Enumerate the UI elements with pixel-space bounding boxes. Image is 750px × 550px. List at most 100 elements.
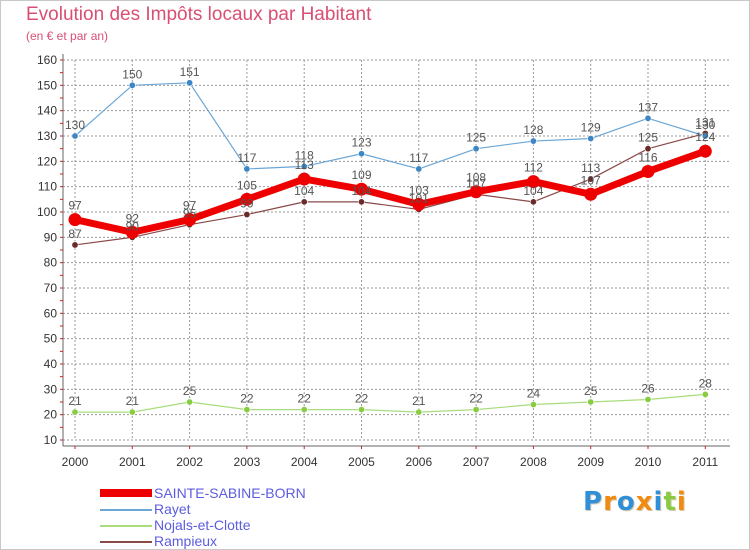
data-label-rayet-2009: 129 [581, 121, 601, 135]
data-point-rayet-2005 [357, 150, 365, 158]
data-point-rayet-2004 [300, 162, 308, 170]
y-tick-label-130: 130 [37, 129, 57, 143]
data-point-rampieux-2000 [71, 241, 79, 249]
x-tick-label-2008: 2008 [520, 455, 547, 469]
series-lines [68, 79, 712, 416]
y-tick-label-90: 90 [44, 230, 58, 244]
data-point-rampieux-2004 [300, 198, 308, 206]
data-point-rayet-2003 [243, 165, 251, 173]
y-tick-label-70: 70 [44, 281, 58, 295]
x-tick-label-2005: 2005 [348, 455, 375, 469]
data-label-sainte-sabine-born-2009: 107 [581, 173, 601, 187]
x-tick-label-2004: 2004 [291, 455, 318, 469]
data-point-sainte-sabine-born-2005 [355, 182, 368, 196]
data-label-rampieux-2000: 87 [68, 227, 82, 241]
x-tick-label-2007: 2007 [463, 455, 490, 469]
data-label-rampieux-2005: 104 [351, 184, 371, 198]
data-label-nojals-et-clotte-2007: 22 [469, 392, 483, 406]
logo-letter: x [635, 487, 654, 517]
series-line-nojals-et-clotte [74, 393, 706, 413]
data-label-rayet-2005: 123 [351, 136, 371, 150]
data-label-rayet-2003: 117 [237, 151, 256, 165]
logo-letter: r [603, 487, 617, 517]
data-point-rayet-2010 [644, 114, 652, 122]
logo-letter: t [663, 487, 677, 517]
x-tick-label-2001: 2001 [119, 455, 146, 469]
y-tick-label-50: 50 [44, 332, 58, 346]
data-label-rampieux-2002: 95 [183, 207, 197, 221]
data-label-nojals-et-clotte-2003: 22 [240, 392, 254, 406]
legend-swatch-nojals-et-clotte [100, 525, 152, 527]
data-label-sainte-sabine-born-2005: 109 [351, 168, 371, 182]
x-tick-label-2009: 2009 [577, 455, 604, 469]
axes: 10 20 30 40 50 60 70 80 90 100 110 120 130 140 150 160 2… [37, 53, 730, 469]
data-label-nojals-et-clotte-2000: 21 [68, 394, 82, 408]
logo-letter: i [676, 487, 687, 517]
data-point-sainte-sabine-born-2000 [68, 213, 82, 227]
data-point-rampieux-2010 [644, 145, 652, 153]
data-point-rampieux-2008 [529, 198, 537, 206]
data-point-sainte-sabine-born-2009 [584, 187, 598, 201]
data-point-nojals-et-clotte-2008 [529, 401, 537, 409]
data-label-rampieux-2003: 99 [240, 197, 254, 211]
data-label-nojals-et-clotte-2002: 25 [183, 384, 197, 398]
data-label-rayet-2008: 128 [523, 123, 543, 137]
data-point-nojals-et-clotte-2010 [644, 395, 652, 403]
data-point-rayet-2001 [128, 81, 136, 89]
data-point-nojals-et-clotte-2005 [357, 406, 365, 414]
y-tick-label-40: 40 [44, 357, 58, 371]
y-tick-label-80: 80 [44, 256, 58, 270]
data-point-sainte-sabine-born-2006 [412, 197, 426, 211]
data-label-rayet-2010: 137 [638, 100, 658, 114]
proxiti-logo: Proxiti [583, 487, 687, 517]
y-tick-label-140: 140 [37, 104, 57, 118]
data-point-rampieux-2005 [357, 198, 365, 206]
x-tick-label-2000: 2000 [62, 455, 89, 469]
y-tick-label-30: 30 [44, 382, 58, 396]
data-point-rayet-2002 [186, 79, 194, 87]
data-point-rayet-2011 [701, 132, 709, 140]
y-tick-label-150: 150 [37, 78, 57, 92]
data-point-nojals-et-clotte-2000 [71, 408, 79, 416]
x-tick-label-2002: 2002 [176, 455, 203, 469]
data-label-sainte-sabine-born-2000: 97 [68, 199, 82, 213]
data-label-sainte-sabine-born-2004: 113 [295, 158, 314, 172]
data-point-rayet-2007 [472, 145, 480, 153]
y-tick-label-10: 10 [44, 433, 58, 447]
data-label-nojals-et-clotte-2006: 21 [412, 394, 426, 408]
data-label-rayet-2001: 150 [122, 67, 142, 81]
data-point-nojals-et-clotte-2009 [587, 398, 595, 406]
data-label-nojals-et-clotte-2005: 22 [355, 392, 369, 406]
x-tick-label-2011: 2011 [692, 455, 718, 469]
y-tick-label-120: 120 [37, 154, 57, 168]
data-label-rayet-2006: 117 [409, 151, 428, 165]
y-tick-label-160: 160 [37, 53, 57, 67]
data-label-rayet-2002: 151 [180, 65, 200, 79]
data-point-rampieux-2003 [243, 211, 251, 219]
data-point-nojals-et-clotte-2003 [243, 406, 251, 414]
legend-label: Rampieux [154, 533, 218, 549]
data-point-nojals-et-clotte-2002 [186, 398, 194, 406]
legend-label: SAINTE-SABINE-BORN [154, 485, 306, 501]
series-line-rayet [74, 82, 706, 170]
data-label-rampieux-2001: 90 [126, 219, 140, 233]
data-label-rampieux-2009: 113 [581, 161, 600, 175]
data-label-nojals-et-clotte-2011: 28 [699, 376, 713, 390]
data-label-nojals-et-clotte-2001: 21 [126, 394, 140, 408]
data-label-nojals-et-clotte-2004: 22 [298, 392, 312, 406]
y-tick-label-110: 110 [38, 180, 57, 194]
legend-label: Rayet [154, 501, 191, 517]
data-label-rampieux-2008: 104 [523, 184, 543, 198]
x-tick-label-2006: 2006 [405, 455, 432, 469]
legend-label: Nojals-et-Clotte [154, 517, 251, 533]
data-label-nojals-et-clotte-2010: 26 [641, 381, 655, 395]
data-point-sainte-sabine-born-2010 [641, 164, 655, 178]
data-point-nojals-et-clotte-2007 [472, 406, 480, 414]
legend-swatch-rayet [100, 509, 152, 511]
logo-letter: o [616, 487, 636, 517]
data-point-sainte-sabine-born-2011 [698, 144, 712, 158]
data-point-sainte-sabine-born-2001 [125, 225, 139, 239]
data-label-sainte-sabine-born-2007: 108 [466, 171, 486, 185]
x-tick-label-2003: 2003 [234, 455, 261, 469]
